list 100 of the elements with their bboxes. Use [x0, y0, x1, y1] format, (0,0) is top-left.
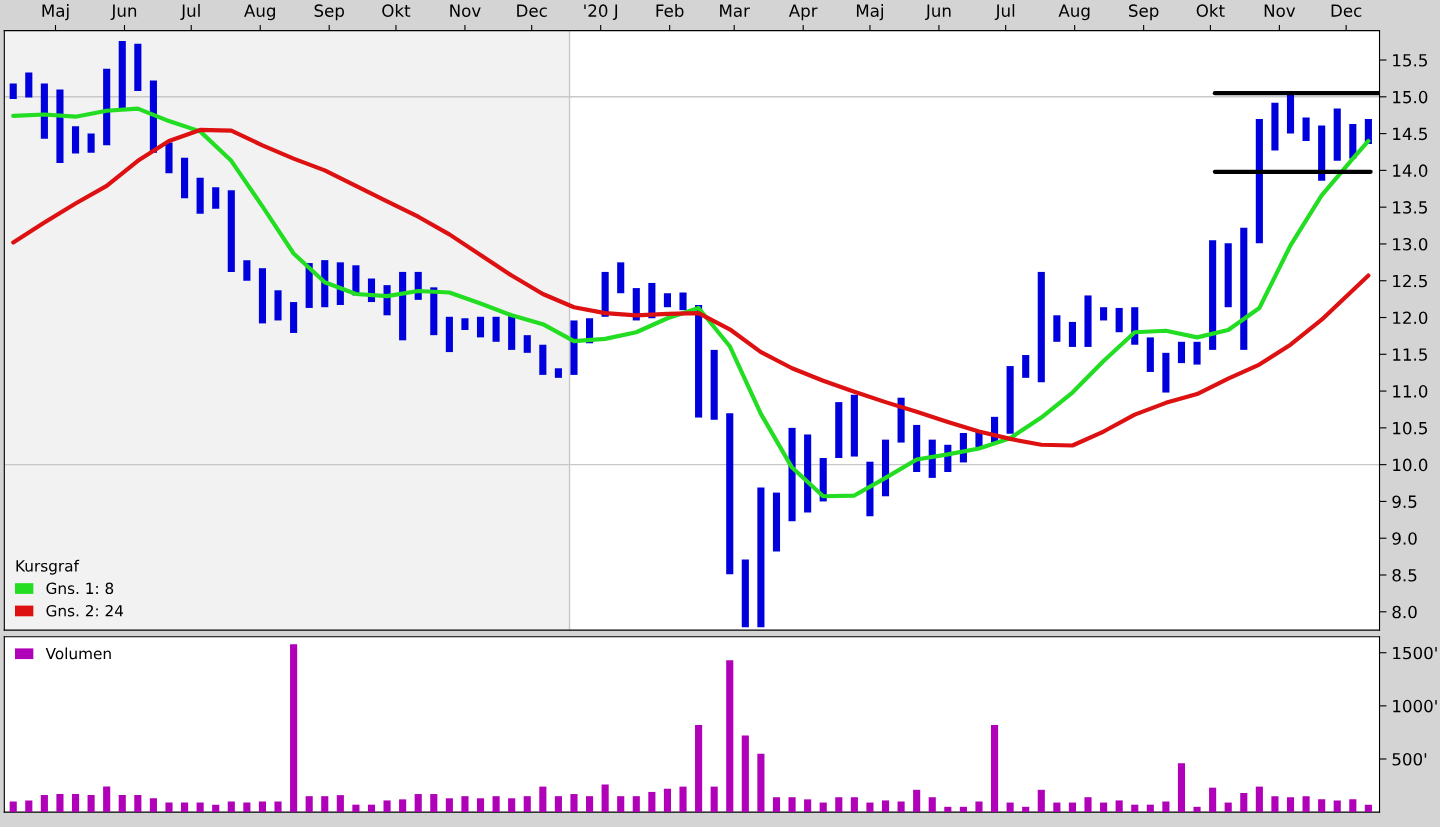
bar: [819, 802, 827, 813]
y-tick-label: 9.0: [1392, 532, 1417, 545]
bar: [1224, 243, 1232, 308]
y-tick-label: 9.5: [1392, 495, 1417, 508]
bar: [1131, 804, 1139, 813]
bar: [134, 795, 142, 813]
bar: [476, 316, 485, 338]
bar: [757, 753, 765, 813]
y-tick-label: 11.5: [1393, 348, 1427, 361]
bar: [523, 335, 531, 353]
line-series: [11, 106, 1371, 499]
bar: [866, 802, 874, 813]
y-tick-label: 13.0: [1393, 237, 1428, 251]
bar: [804, 799, 812, 813]
bar: [1364, 804, 1372, 813]
bar: [1053, 315, 1061, 342]
bar: [1302, 796, 1310, 813]
y-tick-label: 14.5: [1393, 127, 1427, 141]
bar: [118, 795, 126, 813]
legend-label: Gns. 2: 24: [46, 604, 124, 617]
bar: [414, 794, 422, 813]
x-tick-label: Sep: [1129, 4, 1159, 21]
y-tick-label: 13.5: [1393, 201, 1427, 214]
x-tick-label: Okt: [1196, 4, 1225, 17]
bar: [913, 789, 921, 813]
bar: [1286, 93, 1295, 134]
bar: [554, 796, 562, 813]
bar: [508, 798, 516, 813]
bar: [461, 796, 469, 813]
bar: [1100, 307, 1108, 321]
bar: [539, 344, 547, 375]
bar: [695, 724, 703, 813]
y-tick-label: 14.0: [1393, 164, 1428, 177]
bar: [305, 796, 313, 813]
bar: [399, 271, 407, 341]
x-tick-label: Maj: [856, 4, 883, 21]
bar: [134, 43, 142, 91]
x-tick-label: '20 J: [584, 4, 618, 21]
bar: [40, 795, 48, 813]
bar: [1068, 321, 1076, 347]
bar: [87, 133, 95, 153]
y-tick-label: 500': [1392, 752, 1427, 766]
bar: [959, 806, 967, 813]
bar: [508, 315, 516, 350]
y-tick-label: 10.5: [1393, 421, 1427, 435]
bar: [1209, 240, 1217, 350]
bar: [788, 427, 796, 522]
legend-title: Kursgraf: [16, 559, 80, 575]
bar: [445, 316, 453, 353]
bar: [181, 157, 189, 199]
x-tick-label: Dec: [517, 4, 547, 17]
bar: [835, 797, 843, 813]
bar: [476, 798, 485, 813]
x-tick-label: Mar: [720, 4, 750, 17]
bar: [1255, 786, 1263, 813]
bar: [1115, 800, 1123, 813]
bar: [1146, 337, 1154, 372]
bar: [710, 786, 718, 813]
bar: [1240, 227, 1248, 350]
bar: [40, 83, 48, 139]
x-tick-label: Dec: [1331, 4, 1362, 17]
y-tick-label: 1000': [1393, 699, 1437, 713]
bar: [523, 796, 531, 813]
y-tick-label: 15.5: [1393, 54, 1427, 67]
bar: [928, 797, 936, 813]
bar: [227, 801, 235, 813]
bar: [290, 302, 298, 333]
bar: [1084, 295, 1092, 347]
bar: [56, 89, 64, 164]
bar: [258, 268, 267, 324]
bar: [492, 316, 500, 342]
bar: [1333, 800, 1341, 813]
bar: [87, 795, 95, 813]
x-tick-label: Feb: [656, 4, 684, 17]
bar: [663, 788, 671, 813]
bar: [212, 804, 220, 813]
x-tick-label: Nov: [1264, 4, 1296, 17]
x-tick-label: Apr: [788, 4, 818, 21]
bar: [367, 804, 376, 813]
bar: [679, 292, 687, 311]
bar: [1037, 271, 1045, 383]
bar: [1224, 802, 1232, 813]
bar: [118, 40, 126, 109]
bar: [212, 187, 220, 209]
bar: [835, 402, 843, 459]
bar: [726, 660, 734, 813]
bar: [165, 142, 173, 174]
bar: [181, 802, 189, 813]
legend-label: Gns. 1: 8: [46, 582, 114, 595]
bar: [850, 797, 858, 813]
bar: [196, 177, 204, 214]
bar: [383, 800, 391, 813]
bar: [1209, 787, 1217, 813]
bar: [196, 802, 204, 813]
bar: [944, 806, 952, 813]
bar: [165, 802, 173, 813]
bar: [570, 794, 578, 813]
bar: [1349, 799, 1357, 813]
bar: [772, 797, 781, 813]
bar: [1318, 125, 1326, 181]
